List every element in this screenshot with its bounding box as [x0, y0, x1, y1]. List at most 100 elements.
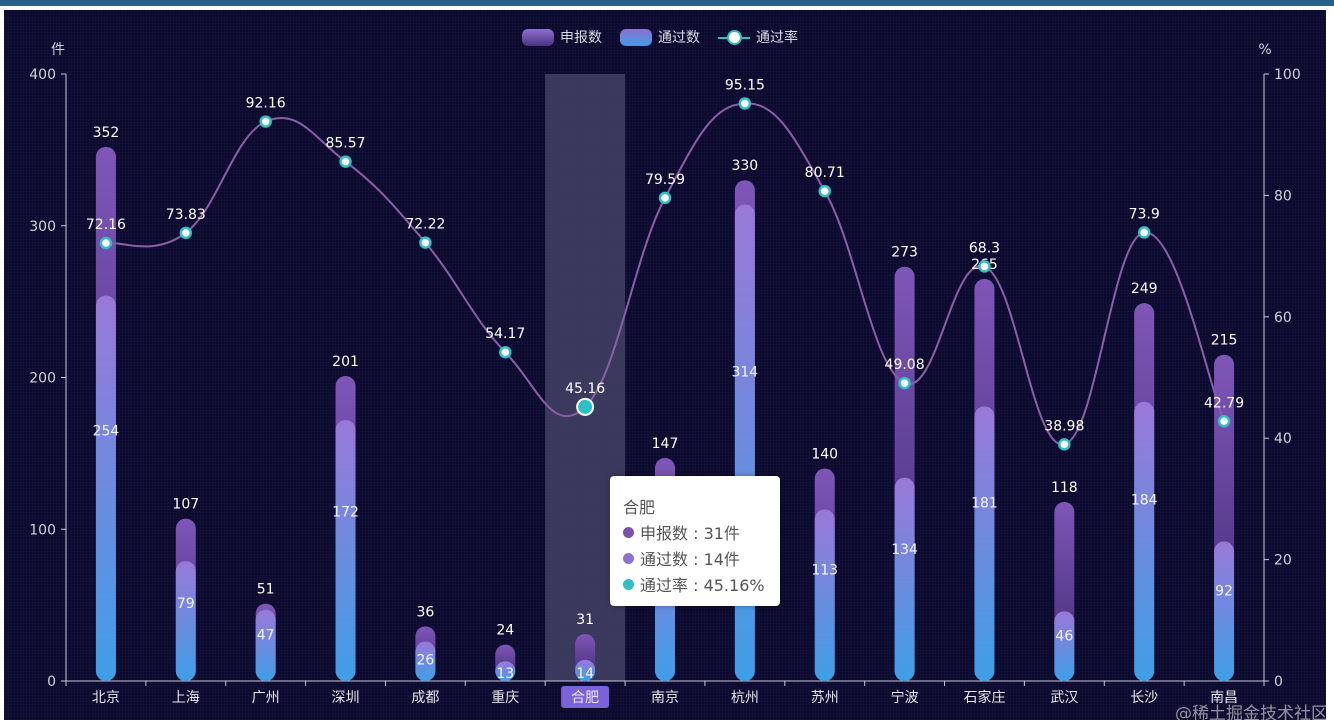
rate-value-label: 68.3 — [969, 240, 1000, 256]
passed-value-label: 47 — [257, 628, 275, 644]
y-right-tick-label: 0 — [1274, 674, 1283, 690]
line-marker-icon — [718, 29, 750, 46]
rate-value-label: 73.83 — [166, 207, 206, 223]
passed-value-label: 13 — [496, 666, 514, 682]
submitted-value-label: 215 — [1211, 333, 1238, 349]
passed-value-label: 14 — [576, 666, 594, 682]
x-tick-label: 北京 — [92, 690, 120, 706]
bar-passed — [1214, 541, 1235, 681]
rate-value-label: 72.22 — [405, 217, 445, 233]
y-right-unit: % — [1258, 42, 1271, 58]
rate-point — [1137, 226, 1151, 239]
legend-label: 通过率 — [756, 30, 798, 46]
y-right-tick-label: 60 — [1274, 310, 1292, 326]
passed-value-label: 254 — [93, 423, 120, 439]
rate-value-label: 72.16 — [86, 217, 126, 233]
submitted-value-label: 36 — [416, 604, 434, 620]
rate-point — [738, 97, 752, 110]
rate-point — [898, 376, 911, 390]
rate-point — [658, 191, 672, 205]
passed-value-label: 92 — [1215, 583, 1233, 599]
passed-value-label: 79 — [177, 596, 195, 612]
watermark: @稀土掘金技术社区 — [1175, 704, 1328, 724]
x-tick-label: 广州 — [252, 690, 280, 706]
submitted-value-label: 330 — [731, 158, 758, 174]
rate-value-label: 92.16 — [246, 96, 286, 112]
rate-point — [978, 260, 991, 273]
tooltip-row-rate: 通过率 : 45.16% — [623, 572, 765, 596]
rate-value-label: 45.16 — [565, 381, 605, 397]
submitted-value-label: 201 — [332, 354, 359, 370]
y-left-tick-label: 400 — [29, 67, 56, 83]
rate-value-label: 85.57 — [325, 136, 365, 152]
tooltip-row-label: 通过数 : 14件 — [640, 550, 740, 569]
x-tick-label: 合肥 — [571, 690, 599, 706]
submitted-value-label: 249 — [1131, 281, 1158, 297]
passed-value-label: 46 — [1055, 629, 1073, 645]
legend-label: 通过数 — [658, 30, 700, 46]
submitted-value-label: 107 — [172, 497, 199, 513]
rate-point — [339, 155, 352, 168]
y-right-tick-label: 100 — [1274, 67, 1301, 83]
rate-point — [818, 184, 831, 198]
tooltip-dot-icon — [623, 526, 634, 538]
y-left-unit: 件 — [51, 42, 65, 58]
rate-point — [259, 115, 272, 128]
bar-passed — [335, 419, 356, 681]
rate-value-label: 42.79 — [1204, 395, 1244, 411]
tooltip: 合肥 申报数 : 31件 通过数 : 14件 通过率 : 45.16% — [610, 476, 780, 606]
bar-passed — [415, 641, 436, 681]
x-tick-label: 宁波 — [891, 689, 919, 706]
rate-point — [1217, 415, 1231, 428]
rate-value-label: 73.9 — [1129, 206, 1160, 222]
passed-value-label: 26 — [416, 653, 434, 669]
x-tick-label: 苏州 — [811, 690, 839, 706]
submitted-value-label: 273 — [891, 245, 918, 261]
y-right-tick-label: 80 — [1274, 188, 1292, 204]
tooltip-row-label: 申报数 : 31件 — [640, 524, 740, 543]
y-right-tick-label: 20 — [1274, 553, 1292, 569]
x-tick-label: 重庆 — [491, 690, 519, 706]
tooltip-row-label: 通过率 : 45.16% — [640, 576, 765, 595]
x-tick-label: 上海 — [172, 690, 200, 706]
y-left-tick-label: 100 — [29, 522, 56, 538]
rate-point — [576, 397, 595, 416]
legend-item-submitted[interactable]: 申报数 — [522, 27, 602, 47]
legend-label: 申报数 — [560, 30, 602, 46]
bar-passed — [575, 659, 596, 681]
x-tick-label: 南昌 — [1210, 690, 1238, 706]
rate-point — [99, 236, 113, 250]
rate-value-label: 79.59 — [645, 172, 685, 188]
x-tick-label: 杭州 — [731, 690, 759, 706]
bar-swatch-purple-icon — [522, 28, 554, 46]
passed-value-label: 184 — [1131, 493, 1158, 509]
x-tick-label: 武汉 — [1050, 690, 1078, 706]
rate-value-label: 54.17 — [485, 326, 525, 342]
rate-point — [179, 226, 193, 240]
y-right-tick-label: 40 — [1274, 431, 1292, 447]
passed-value-label: 314 — [731, 364, 758, 380]
legend-item-rate[interactable]: 通过率 — [718, 27, 798, 47]
rate-point — [499, 345, 512, 359]
tooltip-title: 合肥 — [623, 498, 656, 517]
x-tick-label: 石家庄 — [963, 689, 1005, 706]
submitted-value-label: 24 — [496, 623, 514, 639]
bar-passed — [974, 406, 995, 681]
rate-value-label: 38.98 — [1044, 418, 1084, 434]
bar-passed — [95, 295, 116, 681]
submitted-value-label: 118 — [1051, 480, 1078, 496]
legend-item-passed[interactable]: 通过数 — [620, 27, 700, 47]
tooltip-row-submitted: 申报数 : 31件 — [623, 520, 740, 544]
rate-line — [105, 102, 1225, 446]
y-left-tick-label: 0 — [47, 674, 56, 690]
x-tick-label: 深圳 — [332, 690, 360, 706]
tooltip-row-passed: 通过数 : 14件 — [623, 546, 740, 570]
bar-passed — [1054, 611, 1075, 681]
bar-passed — [255, 609, 276, 681]
bar-passed — [814, 509, 835, 681]
rate-point — [419, 236, 432, 249]
bar-passed — [1134, 401, 1155, 681]
x-tick-label: 南京 — [651, 690, 679, 706]
